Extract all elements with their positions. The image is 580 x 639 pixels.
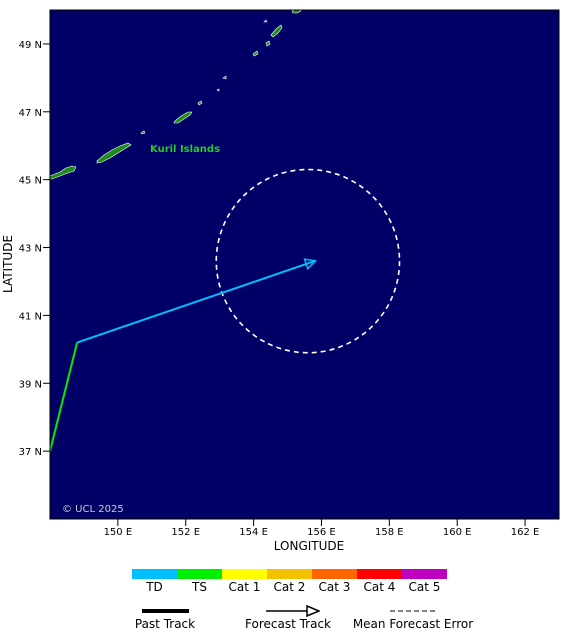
island-landmass: [263, 19, 268, 23]
x-tick-label: 156 E: [307, 527, 336, 538]
past-track-line: [49, 342, 79, 452]
kuril-islands-land: [50, 10, 302, 180]
y-axis-ticks: 49 N 47 N 45 N 43 N 41 N 39 N 37 N: [19, 40, 50, 458]
island-landmass: [140, 130, 146, 135]
legend-swatch: [132, 569, 177, 579]
island-landmass: [270, 24, 283, 38]
x-axis-title: LONGITUDE: [274, 539, 344, 553]
x-tick-label: 160 E: [443, 527, 472, 538]
legend-category-label: Cat 2: [274, 580, 306, 594]
y-tick-label: 37 N: [19, 447, 42, 458]
x-axis-ticks: 150 E 152 E 154 E 156 E 158 E 160 E 162 E: [104, 519, 540, 538]
legend-swatch: [177, 569, 222, 579]
y-tick-label: 41 N: [19, 311, 42, 322]
track-style-legend: Past Track Forecast Track Mean Forecast …: [135, 611, 473, 631]
mean-error-legend-label: Mean Forecast Error: [353, 617, 473, 631]
x-tick-label: 150 E: [104, 527, 133, 538]
copyright-text: © UCL 2025: [62, 504, 124, 515]
legend-category-label: Cat 3: [319, 580, 351, 594]
legend-swatch: [312, 569, 357, 579]
island-landmass: [291, 10, 302, 14]
island-landmass: [222, 75, 227, 80]
legend-swatch: [402, 569, 447, 579]
island-landmass: [216, 88, 220, 92]
legend-category-label: Cat 5: [409, 580, 441, 594]
y-axis-title: LATITUDE: [1, 235, 15, 293]
plot-frame: [49, 9, 560, 520]
forecast-track-line: [76, 261, 315, 344]
x-tick-label: 162 E: [511, 527, 540, 538]
island-landmass: [265, 40, 271, 47]
island-landmass: [50, 165, 77, 180]
legend-category-label: TS: [191, 580, 207, 594]
intensity-legend: TD TS Cat 1 Cat 2 Cat 3 Cat 4 Cat 5: [132, 569, 447, 594]
legend-swatch: [357, 569, 402, 579]
y-tick-label: 49 N: [19, 40, 42, 51]
y-tick-label: 45 N: [19, 176, 42, 187]
island-landmass: [173, 111, 193, 124]
y-tick-label: 43 N: [19, 244, 42, 255]
x-tick-label: 158 E: [375, 527, 404, 538]
legend-category-label: Cat 4: [364, 580, 396, 594]
forecast-track-legend-label: Forecast Track: [245, 617, 331, 631]
x-tick-label: 152 E: [171, 527, 200, 538]
legend-swatch: [222, 569, 267, 579]
y-tick-label: 47 N: [19, 108, 42, 119]
past-track-legend-label: Past Track: [135, 617, 195, 631]
x-tick-label: 154 E: [239, 527, 268, 538]
island-landmass: [96, 142, 132, 164]
legend-category-label: TD: [145, 580, 163, 594]
y-tick-label: 39 N: [19, 379, 42, 390]
island-landmass: [252, 50, 259, 57]
island-landmass: [197, 100, 203, 106]
legend-swatch: [267, 569, 312, 579]
legend-category-label: Cat 1: [229, 580, 261, 594]
mean-forecast-error-circle: [215, 168, 401, 354]
region-label: Kuril Islands: [150, 144, 220, 155]
